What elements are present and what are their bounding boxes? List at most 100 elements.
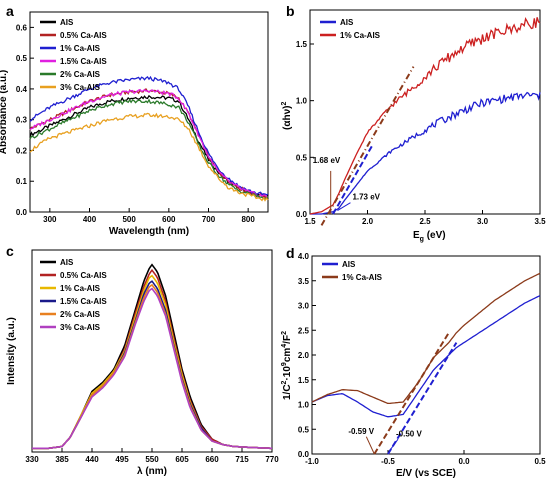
panel-letter-a: a [6, 3, 14, 19]
series-line-a-5 [29, 112, 269, 202]
y-tick-label: 3.0 [298, 302, 310, 311]
x-tick-label: 550 [145, 455, 159, 464]
panel-letter-b: b [286, 3, 295, 19]
fit-line-b-1 [320, 66, 415, 226]
x-axis-label: Eg (eV) [413, 230, 446, 243]
x-tick-label: 715 [235, 455, 249, 464]
legend-label-a-3: 1.5% Ca-AIS [60, 57, 107, 66]
panel-letter-c: c [6, 243, 14, 259]
annotation-marker-1 [388, 438, 399, 452]
fit-line-b-0 [332, 143, 375, 215]
x-tick-label: 2.5 [419, 217, 431, 226]
y-tick-label: 0.0 [298, 450, 310, 459]
y-tick-label: 0.4 [16, 85, 28, 94]
y-tick-label: 0.5 [298, 425, 310, 434]
y-tick-label: 0.6 [16, 23, 28, 32]
y-tick-label: 0.5 [296, 153, 308, 162]
legend-label-a-1: 0.5% Ca-AIS [60, 31, 107, 40]
legend-label-a-4: 2% Ca-AIS [60, 70, 101, 79]
x-tick-label: 385 [55, 455, 69, 464]
x-tick-label: 3.5 [534, 217, 546, 226]
y-axis-label: 1/C2·109cm4/F2 [281, 331, 293, 400]
series-line-a-4 [29, 98, 269, 200]
fit-line-d-0 [387, 342, 458, 455]
y-tick-label: 1.0 [296, 97, 308, 106]
x-tick-label: 660 [205, 455, 219, 464]
series-line-a-3 [29, 88, 269, 198]
y-tick-label: 0.0 [296, 210, 308, 219]
x-tick-label: 0.0 [458, 457, 470, 466]
x-tick-label: 1.5 [304, 217, 316, 226]
annotation-label-0: -0.59 V [348, 427, 374, 436]
x-tick-label: 0.5 [534, 457, 546, 466]
series-line-b-0 [310, 91, 541, 215]
panel-a: a 300 400 500 600 700 800 0.0 0.1 0.2 0.3 0.4 0.5 0.6… [0, 3, 269, 237]
series-line-d-1 [311, 272, 541, 405]
panel-d: d -1.0 -0.5 0.0 0.5 0.0 0.5 1.0 1.5 2.0 2.5 3.0 3.5 4… [281, 245, 546, 479]
x-tick-label: 605 [175, 455, 189, 464]
y-tick-label: 2.0 [298, 351, 310, 360]
legend-label-a-0: AIS [60, 18, 74, 27]
plot-frame [311, 255, 541, 455]
annotation-label-0: 1.68 eV [313, 156, 341, 165]
y-tick-label: 0.1 [16, 177, 28, 186]
y-tick-label: 0.3 [16, 116, 28, 125]
x-tick-label: -1.0 [305, 457, 319, 466]
fit-line-d-1 [373, 332, 450, 455]
series-line-c-5 [32, 287, 272, 450]
y-axis-label: Intensity (a.u.) [6, 317, 17, 385]
legend-label-a-5: 3% Ca-AIS [60, 83, 101, 92]
x-tick-label: 770 [265, 455, 279, 464]
y-tick-label: 0.2 [16, 146, 28, 155]
legend-label-d-1: 1% Ca-AIS [342, 273, 383, 282]
legend-label-c-5: 3% Ca-AIS [60, 323, 101, 332]
plot-frame [29, 11, 269, 213]
x-axis-label: Wavelength (nm) [109, 226, 189, 237]
panel-c: c 330 385 440 495 550 605 660 715 770 AIS 0.5% Ca-A… [6, 243, 279, 477]
panel-letter-d: d [286, 245, 295, 261]
legend-label-b-1: 1% Ca-AIS [340, 31, 381, 40]
legend-label-c-1: 0.5% Ca-AIS [60, 271, 107, 280]
y-axis-label: Absorbance (a.u.) [0, 70, 9, 154]
legend-label-c-0: AIS [60, 258, 74, 267]
y-tick-label: 1.5 [296, 40, 308, 49]
x-tick-label: 300 [43, 215, 57, 224]
y-tick-label: 3.5 [298, 277, 310, 286]
panel-b: b 1.5 2.0 2.5 3.0 3.5 0.0 0.5 1.0 1.5 1.68 eV 1.73 … [281, 3, 546, 243]
annotation-label-1: 1.73 eV [352, 192, 380, 201]
annotation-label-1: -0.50 V [396, 430, 422, 439]
y-tick-label: 1.5 [298, 376, 310, 385]
series-line-c-3 [32, 280, 272, 450]
legend-label-c-3: 1.5% Ca-AIS [60, 297, 107, 306]
legend-label-a-2: 1% Ca-AIS [60, 44, 101, 53]
x-tick-label: 400 [83, 215, 97, 224]
y-tick-label: 1.0 [298, 401, 310, 410]
series-line-a-2 [29, 75, 269, 196]
plot-frame [309, 9, 541, 215]
legend-label-d-0: AIS [342, 260, 356, 269]
annotation-marker-1 [337, 202, 351, 212]
y-tick-label: 2.5 [298, 326, 310, 335]
legend-label-c-4: 2% Ca-AIS [60, 310, 101, 319]
series-line-d-0 [311, 295, 541, 418]
y-tick-label: 4.0 [298, 252, 310, 261]
x-tick-label: 440 [85, 455, 99, 464]
x-tick-label: -0.5 [381, 457, 395, 466]
x-tick-label: 3.0 [477, 217, 489, 226]
x-tick-label: 495 [115, 455, 129, 464]
annotation-marker-0 [365, 436, 375, 455]
y-tick-label: 0.5 [16, 54, 28, 63]
x-tick-label: 330 [25, 455, 39, 464]
x-tick-label: 800 [241, 215, 255, 224]
y-axis-label: (αhν)2 [281, 102, 293, 130]
x-axis-label: E/V (vs SCE) [396, 468, 456, 479]
legend-label-b-0: AIS [340, 18, 354, 27]
x-tick-label: 600 [162, 215, 176, 224]
x-tick-label: 500 [122, 215, 136, 224]
x-tick-label: 700 [202, 215, 216, 224]
series-line-b-1 [309, 17, 541, 215]
x-tick-label: 2.0 [362, 217, 374, 226]
legend-label-c-2: 1% Ca-AIS [60, 284, 101, 293]
y-tick-label: 0.0 [16, 208, 28, 217]
